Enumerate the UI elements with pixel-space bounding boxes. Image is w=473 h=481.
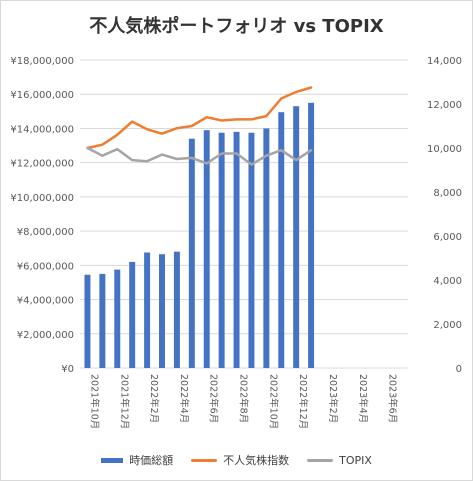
- legend-swatch-line: [191, 458, 218, 462]
- bar: [263, 128, 270, 368]
- legend-label: 時価総額: [129, 454, 174, 467]
- x-tick-label: 2022年12月: [297, 374, 309, 429]
- legend-item-unpopular-index: 不人気株指数: [191, 452, 289, 468]
- y-right-tick-label: 2,000: [433, 320, 462, 331]
- x-tick-label: 2022年8月: [238, 374, 250, 423]
- chart-legend: 時価総額 不人気株指数 TOPIX: [0, 452, 473, 468]
- bar: [159, 254, 165, 368]
- y-left-tick-label: ¥6,000,000: [17, 261, 74, 272]
- y-left-tick-label: ¥4,000,000: [17, 296, 74, 307]
- bar: [278, 112, 285, 368]
- bar: [144, 252, 151, 368]
- y-left-tick-label: ¥16,000,000: [10, 90, 74, 101]
- legend-label: TOPIX: [339, 453, 372, 467]
- y-left-tick-label: ¥8,000,000: [17, 227, 74, 238]
- unpopular-index-line: [86, 86, 313, 150]
- bar: [99, 273, 106, 368]
- x-tick-label: 2022年6月: [208, 374, 220, 423]
- x-tick-label: 2023年2月: [327, 374, 339, 423]
- x-tick-label: 2022年4月: [178, 374, 190, 423]
- y-right-tick-label: 10,000: [427, 144, 462, 155]
- y-left-tick-label: ¥10,000,000: [10, 193, 74, 204]
- legend-label: 不人気株指数: [223, 454, 290, 467]
- x-tick-label: 2022年2月: [148, 374, 160, 423]
- bar: [233, 131, 240, 368]
- y-left-tick-label: ¥2,000,000: [17, 330, 74, 341]
- y-right-tick-label: 12,000: [427, 100, 462, 111]
- legend-swatch-line: [307, 458, 334, 462]
- bar: [203, 130, 210, 368]
- x-tick-label: 2023年6月: [387, 374, 399, 423]
- bar: [173, 251, 180, 368]
- x-tick-label: 2023年4月: [357, 374, 369, 423]
- bar: [129, 261, 136, 368]
- y-left-tick-label: ¥18,000,000: [10, 56, 74, 67]
- bar: [248, 132, 255, 368]
- y-right-tick-label: 0: [456, 364, 462, 375]
- y-right-tick-label: 6,000: [433, 232, 462, 243]
- bar: [293, 106, 300, 368]
- legend-item-market-value: 時価総額: [101, 452, 173, 468]
- legend-item-topix: TOPIX: [307, 452, 372, 468]
- topix-line: [86, 146, 313, 166]
- y-left-tick-label: ¥14,000,000: [10, 124, 74, 135]
- y-right-tick-label: 14,000: [427, 56, 462, 67]
- x-tick-label: 2022年10月: [267, 374, 279, 429]
- bar: [308, 102, 315, 369]
- y-left-tick-label: ¥0: [61, 364, 74, 375]
- x-tick-label: 2021年12月: [118, 374, 130, 429]
- bar: [188, 138, 195, 368]
- bar: [218, 132, 225, 368]
- legend-swatch-bar: [101, 457, 124, 463]
- y-left-tick-label: ¥12,000,000: [10, 159, 74, 170]
- bar: [114, 269, 121, 368]
- bar: [84, 274, 91, 368]
- x-tick-label: 2021年10月: [88, 374, 100, 429]
- y-right-tick-label: 8,000: [433, 188, 462, 199]
- chart-title: 不人気株ポートフォリオ vs TOPIX: [89, 16, 384, 37]
- y-right-tick-label: 4,000: [433, 276, 462, 287]
